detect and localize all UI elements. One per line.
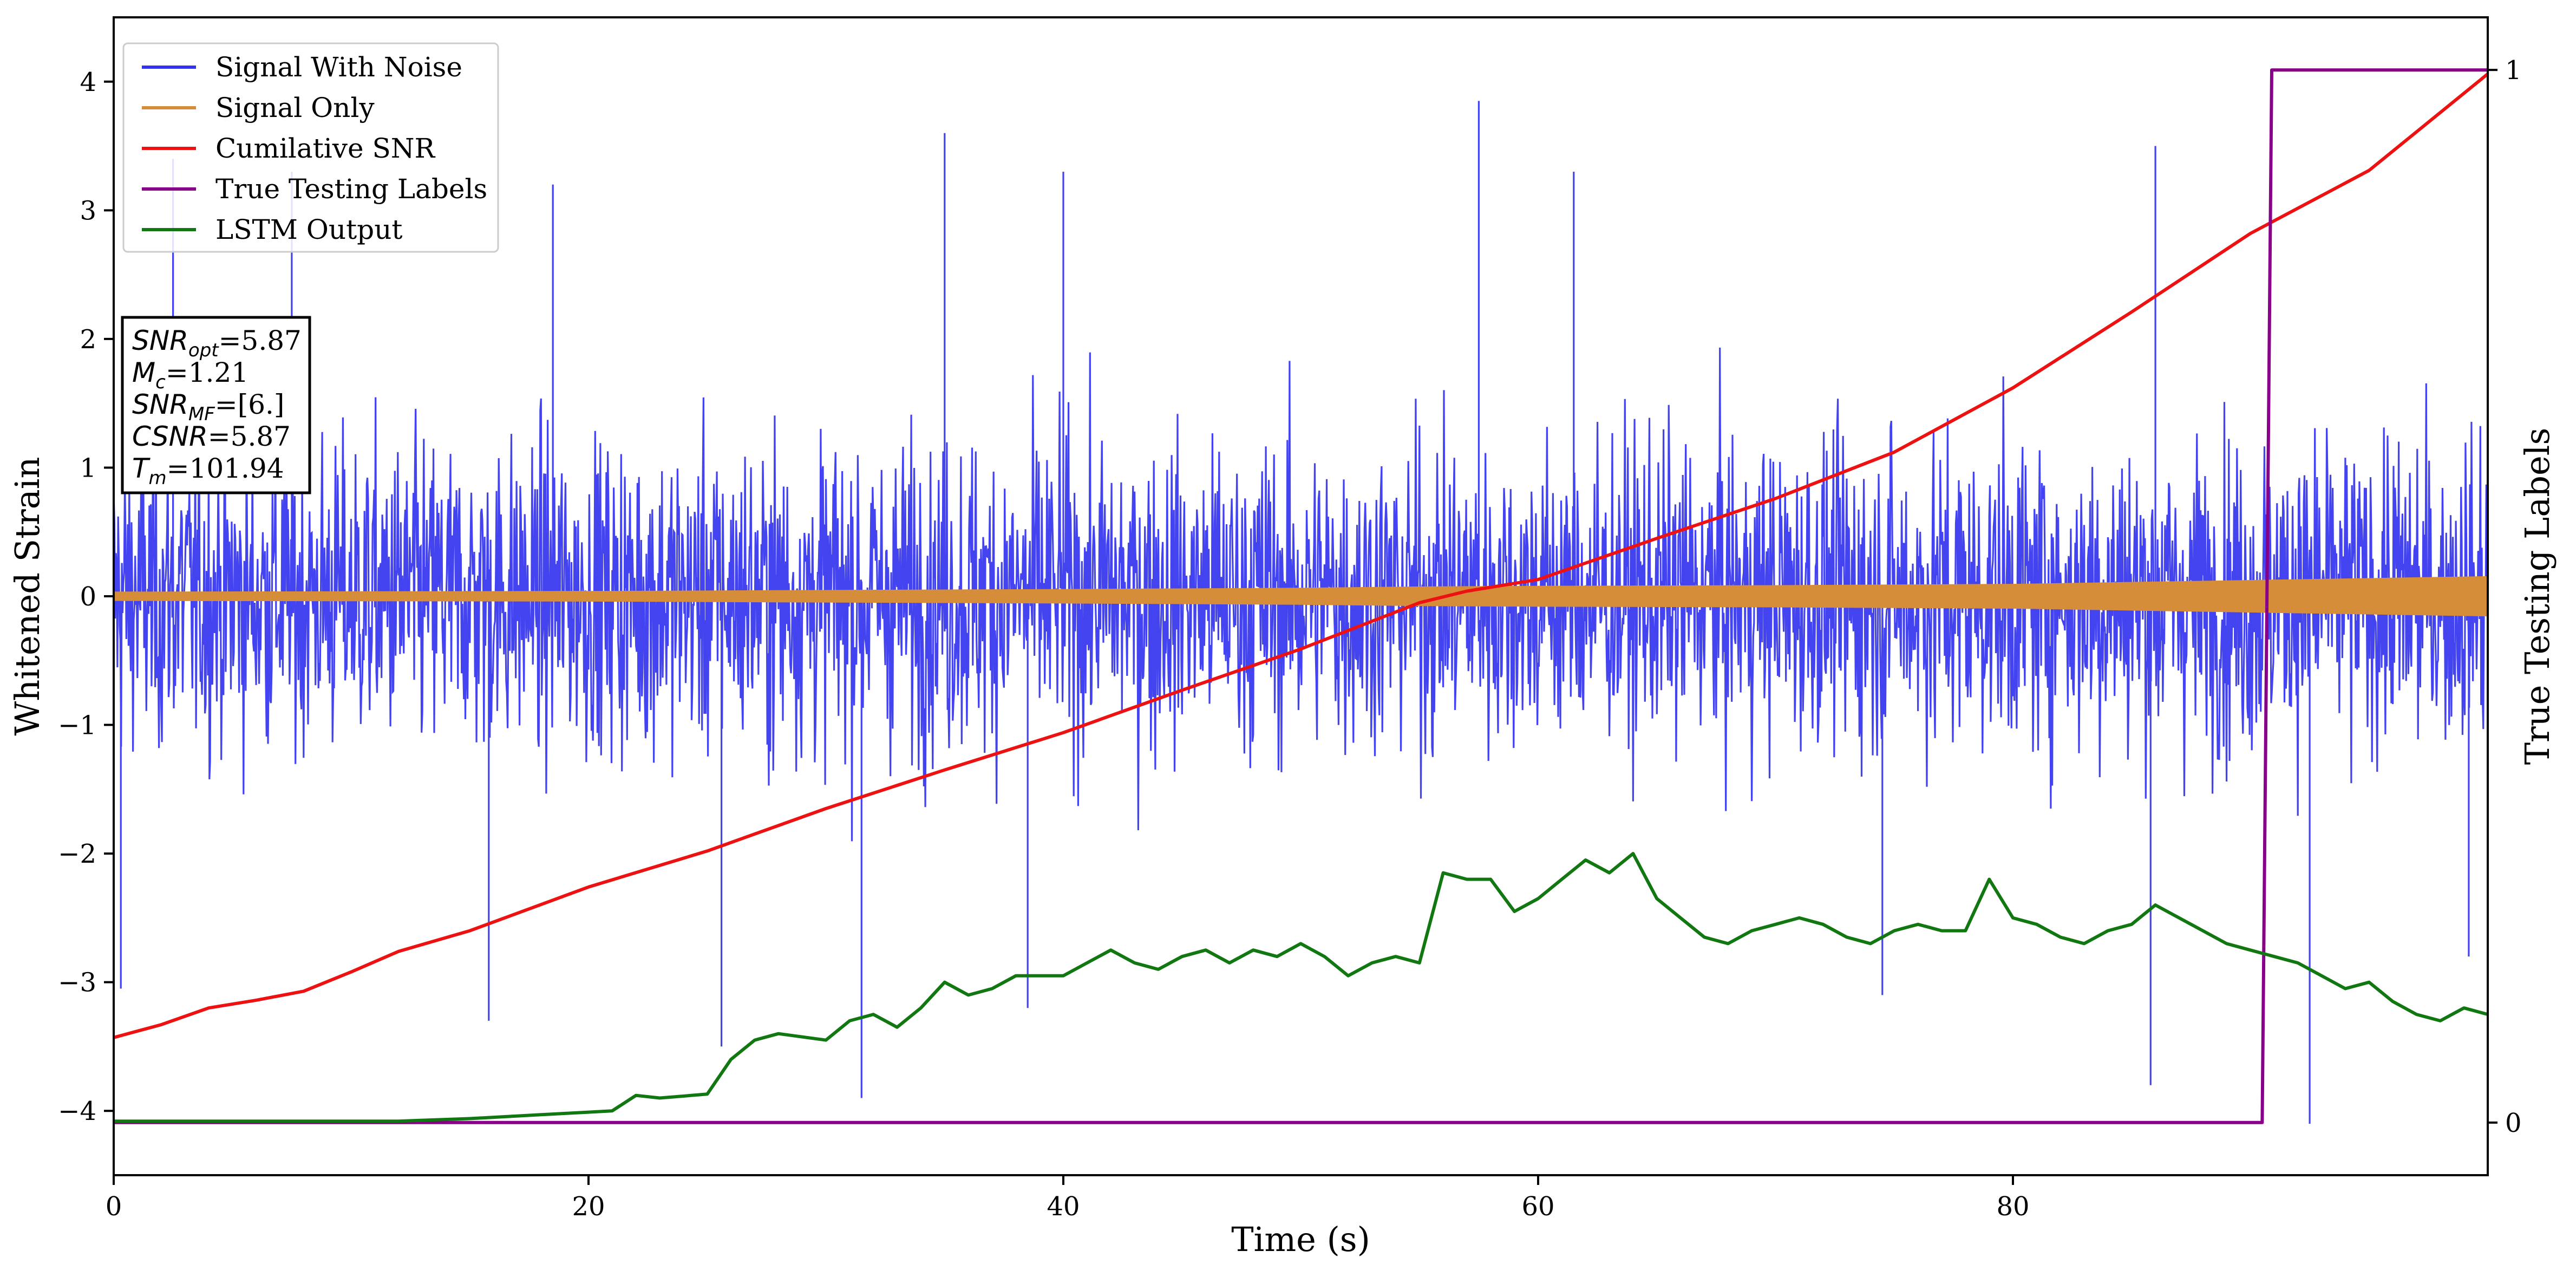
y-tick-label: 3	[80, 196, 96, 226]
legend-label: LSTM Output	[215, 214, 402, 245]
y-tick-label: −2	[58, 839, 96, 869]
info-line: SNRopt=5.87	[132, 325, 302, 361]
info-line: CSNR=5.87	[132, 421, 291, 452]
x-tick-label: 20	[572, 1191, 605, 1222]
legend-label: Signal With Noise	[215, 51, 462, 83]
info-line: SNRMF=[6.]	[132, 389, 284, 425]
series-line-cumilative-snr	[114, 73, 2488, 1039]
x-tick-label: 0	[106, 1191, 122, 1222]
series-layer	[114, 68, 2488, 1124]
legend: Signal With Noise Signal Only Cumilative S…	[122, 42, 499, 253]
x-axis-label: Time (s)	[1231, 1220, 1370, 1259]
y2-axis-label: True Testing Labels	[2518, 428, 2557, 765]
x-tick-label: 80	[1996, 1191, 2029, 1222]
y-tick-label: 1	[80, 453, 96, 483]
series-line-lstm-output	[114, 852, 2488, 1123]
legend-label: True Testing Labels	[215, 173, 487, 205]
x-tick-label: 40	[1047, 1191, 1080, 1222]
y2-tick-label: 1	[2505, 55, 2522, 86]
y-tick-label: 4	[80, 67, 96, 97]
y2-tick-label: 0	[2505, 1108, 2522, 1138]
legend-label: Signal Only	[215, 92, 375, 123]
legend-box	[122, 42, 499, 253]
info-box: SNRopt=5.87Mc=1.21SNRMF=[6.]CSNR=5.87Tm=…	[121, 316, 311, 494]
info-line: Tm=101.94	[132, 453, 284, 489]
y-tick-label: −3	[58, 968, 96, 998]
y-axis-label: Whitened Strain	[8, 457, 47, 736]
y-tick-label: 2	[80, 324, 96, 355]
series-line-true-testing-labels	[114, 68, 2488, 1124]
legend-label: Cumilative SNR	[215, 133, 435, 164]
x-tick-label: 60	[1521, 1191, 1554, 1222]
y-tick-label: 0	[80, 582, 96, 612]
y-tick-label: −4	[58, 1096, 96, 1126]
info-line: Mc=1.21	[132, 357, 249, 393]
y-tick-label: −1	[58, 711, 96, 741]
info-box-frame	[121, 316, 311, 494]
series-band-signal-only	[114, 576, 2488, 617]
